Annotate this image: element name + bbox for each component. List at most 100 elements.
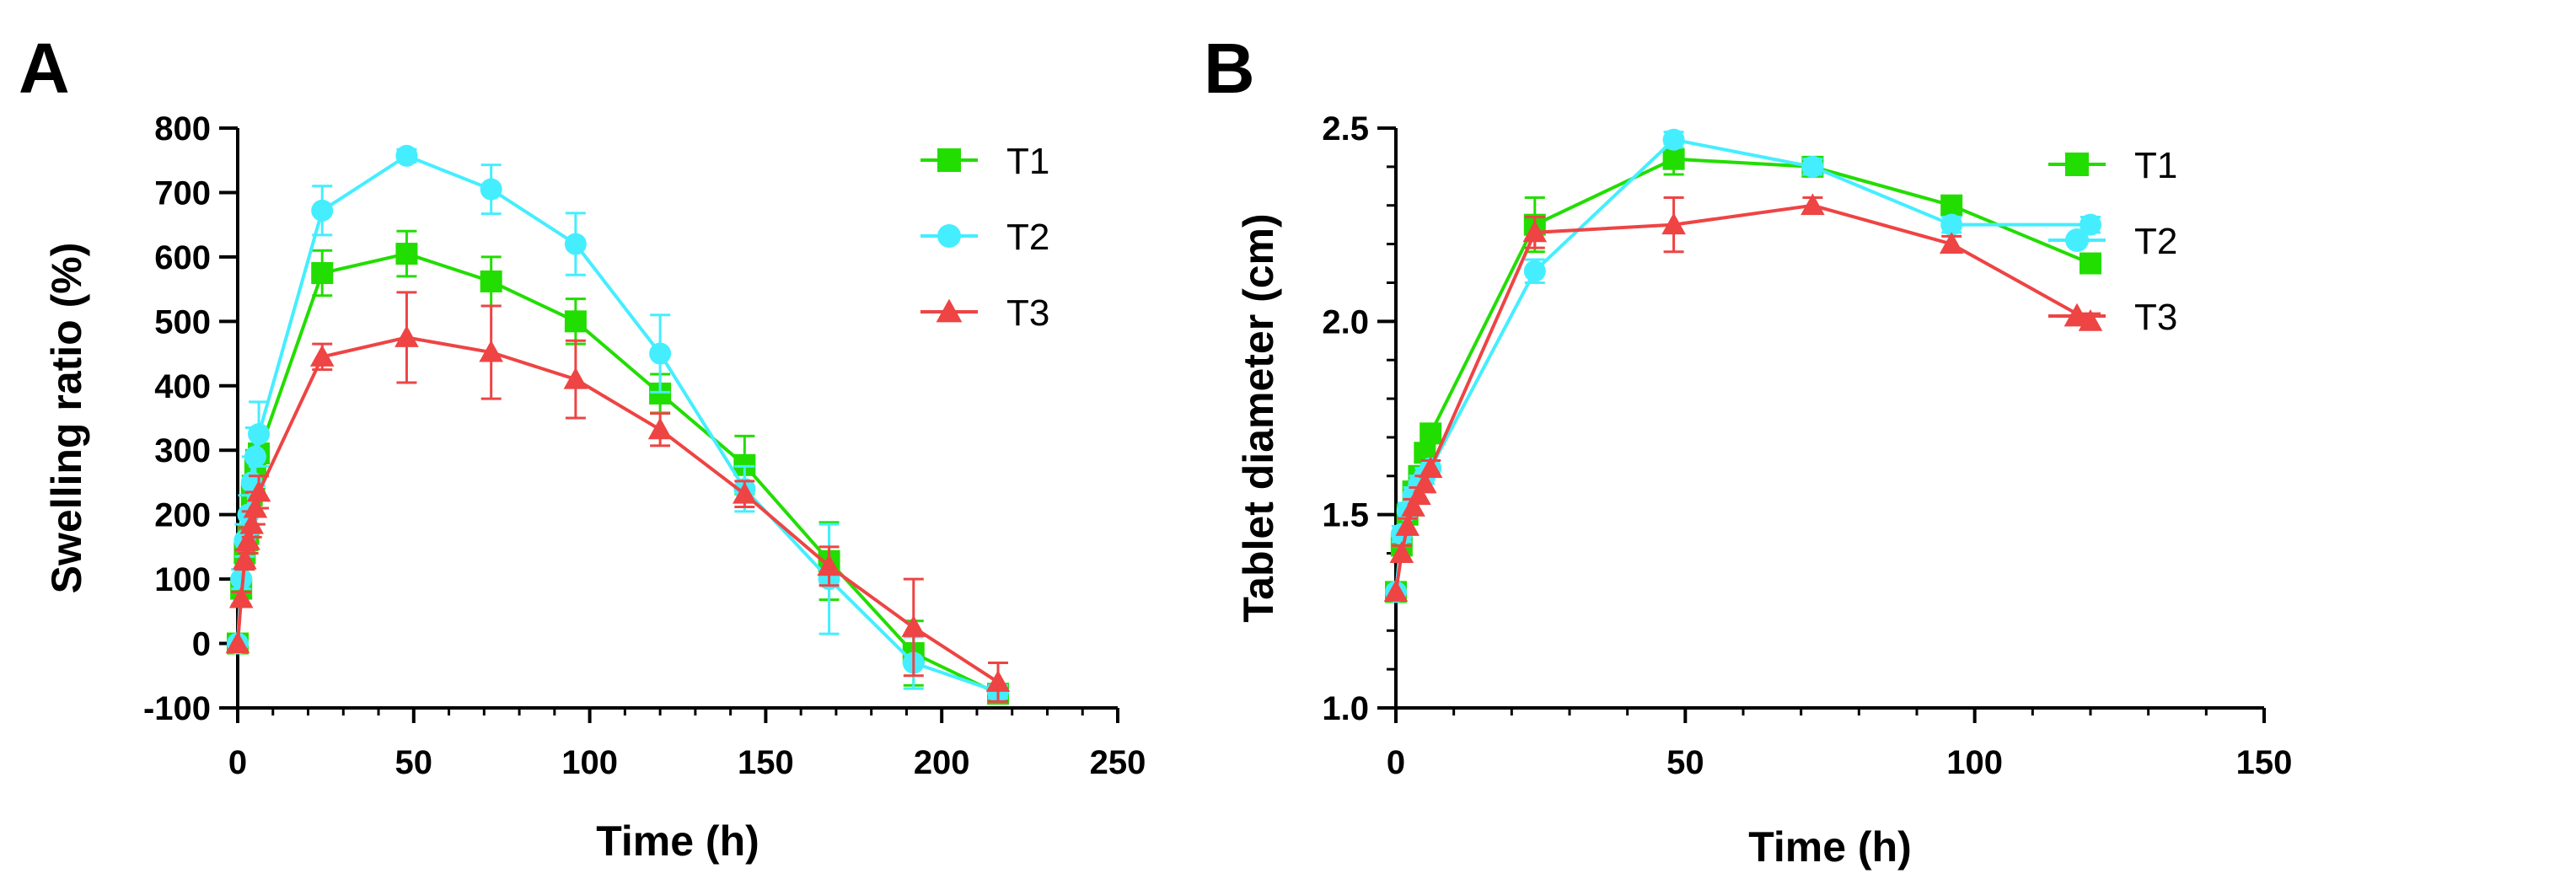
legend-marker <box>937 148 961 172</box>
panel-b-y-tick-label: 1.0 <box>1322 690 1369 727</box>
panel-a-legend-item-t1: T1 <box>920 141 1049 182</box>
panel-letter-a: A <box>19 29 70 108</box>
legend-label: T1 <box>1006 141 1049 182</box>
panel-a-data-point <box>985 670 1011 692</box>
panel-a-data-point <box>480 270 502 292</box>
panel-b-data-point <box>2080 213 2101 236</box>
panel-a-data-point <box>243 496 268 518</box>
panel-a-data-point <box>901 615 926 637</box>
panel-a-series-line <box>236 153 999 694</box>
panel-a-series-t3 <box>225 291 1011 703</box>
panel-a-y-tick-label: 700 <box>154 174 211 212</box>
panel-b-legend-item-t1: T1 <box>2048 145 2177 186</box>
panel-b: B 0 50 100 150 1.0 1.5 2.0 2.5 Time (h) Tablet di… <box>1204 29 2292 871</box>
panel-a-data-point <box>733 481 757 504</box>
panel-a-y-tick-label: 100 <box>154 561 211 598</box>
panel-b-y-tick-label: 2.5 <box>1322 110 1369 147</box>
panel-b-series-line <box>1394 137 2090 592</box>
legend-marker <box>2063 303 2090 327</box>
legend-marker <box>2065 228 2089 252</box>
panel-b-x-tick-label: 0 <box>1387 744 1405 781</box>
panel-b-data-point <box>1407 483 1431 506</box>
panel-a-x-axis-title: Time (h) <box>596 817 759 865</box>
legend-label: T1 <box>2134 145 2177 186</box>
panel-a-x-tick-label: 0 <box>228 744 247 781</box>
panel-a-data-point <box>564 310 587 333</box>
panel-a-data-point <box>309 345 335 367</box>
panel-b-data-point <box>1401 495 1425 517</box>
panel-a-data-point <box>311 199 334 222</box>
panel-a-y-tick-label: 200 <box>154 497 211 534</box>
panel-b-data-point <box>1389 541 1414 563</box>
panel-b-data-point <box>1940 213 1963 236</box>
panel-a-data-point <box>246 480 271 502</box>
panel-a-data-point <box>563 367 588 389</box>
panel-a-data-point <box>479 340 503 362</box>
panel-a-y-tick-label: 500 <box>154 303 211 340</box>
panel-b-legend-item-t3: T3 <box>2048 297 2177 338</box>
panel-a-x-tick-label: 200 <box>914 744 970 781</box>
panel-a-series-t2 <box>227 144 1010 703</box>
panel-a-legend-item-t2: T2 <box>920 217 1049 258</box>
panel-b-data-point <box>1662 147 1685 170</box>
panel-a-data-point <box>311 262 334 284</box>
panel-b-x-axis-title: Time (h) <box>1748 823 1912 871</box>
panel-a-data-point <box>649 342 672 365</box>
panel-a-y-tick-label: 800 <box>154 110 211 147</box>
panel-a-data-point <box>395 243 418 265</box>
panel-b-y-axis-title: Tablet diameter (cm) <box>1235 213 1282 622</box>
panel-a-y-tick-label: 600 <box>154 239 211 276</box>
panel-a-y-tick-label: 0 <box>192 626 211 663</box>
panel-a-data-point <box>239 512 265 534</box>
panel-b-data-point <box>1662 128 1685 151</box>
panel-a-y-tick-label: 400 <box>154 368 211 405</box>
panel-b-y-tick-label: 1.5 <box>1322 497 1369 534</box>
panel-a-data-point <box>564 233 587 255</box>
legend-label: T2 <box>1006 217 1049 258</box>
panel-b-y-tick-label: 2.0 <box>1322 303 1369 340</box>
panel-b-data-point <box>1419 422 1442 445</box>
panel-a-y-tick-label: -100 <box>143 690 211 727</box>
panel-a-x-tick-label: 50 <box>395 744 433 781</box>
panel-a-data-point <box>394 325 419 347</box>
panel-b-data-point <box>1801 193 1825 216</box>
panel-b-x-tick-label: 100 <box>1946 744 2003 781</box>
panel-b-data-point <box>1523 260 1546 282</box>
panel-b-series-t1 <box>1385 142 2101 603</box>
panel-a-series-line <box>236 335 1000 684</box>
legend-label: T3 <box>2134 297 2177 338</box>
panel-b-series-t2 <box>1385 128 2101 603</box>
panel-a-data-point <box>233 547 257 570</box>
legend-label: T2 <box>2134 221 2177 262</box>
panel-b-data-point <box>1395 514 1420 536</box>
panel-a-x-tick-label: 250 <box>1090 744 1146 781</box>
panel-a-data-point <box>647 417 673 440</box>
panel-b-data-point <box>1801 155 1824 178</box>
panel-a-data-point <box>248 423 271 446</box>
legend-label: T3 <box>1006 292 1049 334</box>
panel-b-data-point <box>1418 456 1443 479</box>
panel-b-legend-item-t2: T2 <box>2048 221 2177 262</box>
panel-a-data-point <box>228 586 254 608</box>
panel-b-data-point <box>1661 212 1686 235</box>
panel-b-data-point <box>1522 220 1548 243</box>
panel-a-data-point <box>395 144 418 167</box>
panel-letter-b: B <box>1204 29 1255 108</box>
panel-b-data-point <box>1383 580 1409 602</box>
panel-a-x-tick-label: 150 <box>738 744 794 781</box>
panel-a-series-t1 <box>227 229 1010 705</box>
panel-b-data-point <box>1413 471 1437 494</box>
panel-a-x-tick-label: 100 <box>561 744 618 781</box>
panel-a-y-axis-title: Swelling ratio (%) <box>43 243 90 594</box>
panel-b-x-tick-label: 50 <box>1666 744 1704 781</box>
panel-b-data-point <box>2080 252 2101 275</box>
legend-marker <box>936 298 963 323</box>
panel-a-series-line <box>236 251 999 695</box>
panel-b-x-tick-label: 150 <box>2236 744 2293 781</box>
panel-b-series-t3 <box>1383 193 2103 602</box>
panel-a-data-point <box>817 554 841 576</box>
panel-a-data-point <box>230 568 253 591</box>
panel-a-data-point <box>236 528 260 550</box>
legend-marker <box>937 224 961 248</box>
